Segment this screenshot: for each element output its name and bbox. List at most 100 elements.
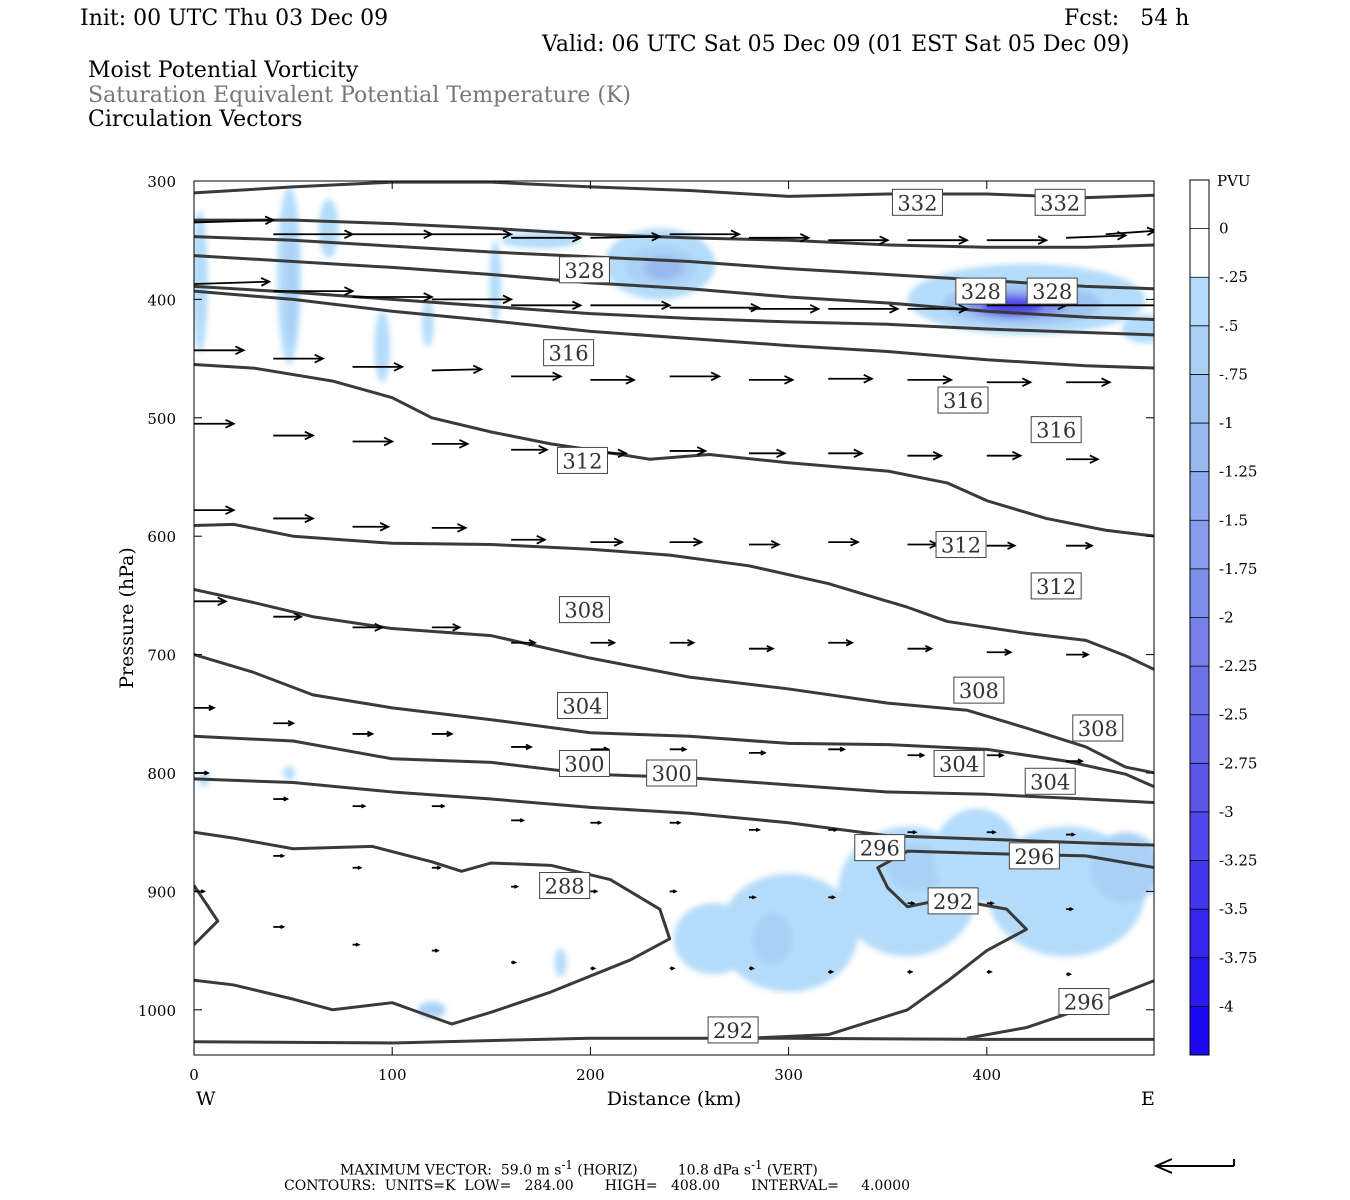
isentrope-0: [194, 181, 1154, 200]
colorbar-label-2: -.5: [1219, 317, 1238, 335]
svg-text:312: 312: [1036, 575, 1076, 599]
colorbar-label-13: -3.25: [1219, 852, 1257, 870]
isentrope-7: [194, 522, 1154, 672]
vector-27: [352, 362, 405, 372]
vector-28: [431, 364, 484, 375]
contour-labels: 332 332 328 328 328 316 316 316 312 312 312 308 308 3…: [539, 188, 1124, 1044]
isentrope-12: [194, 830, 672, 1026]
svg-text:296: 296: [1014, 845, 1054, 869]
svg-text:296: 296: [860, 837, 900, 861]
vector-48: [1066, 454, 1100, 464]
x-tick-label-0: 0: [189, 1066, 199, 1084]
circulation-vectors: [194, 215, 1154, 977]
pv-blob-18: [752, 912, 793, 965]
vector-8: [828, 235, 890, 245]
init-time: Init: 00 UTC Thu 03 Dec 09: [80, 6, 389, 31]
vector-39: [352, 436, 395, 447]
vector-37: [194, 418, 236, 429]
vector-80: [748, 750, 767, 756]
vector-47: [986, 450, 1023, 461]
vector-33: [828, 374, 874, 384]
colorbar-label-5: -1.25: [1219, 463, 1257, 481]
valid-time: Valid: 06 UTC Sat 05 Dec 09 (01 EST Sat …: [542, 32, 1130, 57]
x-tick-label-2: 200: [576, 1066, 605, 1084]
pv-blob-7: [501, 231, 581, 249]
vector-50: [273, 513, 315, 524]
vector-32: [748, 375, 795, 385]
svg-text:300: 300: [652, 762, 692, 786]
pv-blob-24: [554, 948, 567, 977]
vector-10: [986, 235, 1049, 245]
colorbar-band-5: [1190, 423, 1209, 473]
contour-label-2: 328: [558, 256, 610, 284]
vector-7: [748, 233, 811, 243]
vector-92: [748, 827, 761, 832]
vector-99: [431, 865, 442, 870]
colorbar-band-3: [1190, 325, 1209, 375]
vector-71: [986, 648, 1013, 656]
contour-label-7: 316: [1030, 416, 1082, 444]
contour-label-18: 300: [646, 759, 698, 787]
vector-103: [748, 895, 757, 900]
vector-115: [748, 966, 755, 971]
vector-63: [352, 622, 385, 632]
plot-frame: [193, 180, 1155, 1056]
vector-96: [1066, 832, 1077, 837]
vector-97: [273, 853, 286, 858]
colorbar-label-16: -4: [1219, 997, 1234, 1015]
vector-64: [431, 623, 462, 632]
vector-13: [194, 277, 272, 287]
y-tick-label-4: 700: [147, 647, 176, 665]
colorbar: PVU 0 -.25 -.5 -.75 -1 -1.25 -1.5 -1.75 -2 -2.25 -2…: [1189, 172, 1257, 1056]
y-tick-label-0: 300: [147, 173, 176, 191]
isentrope-13: [194, 884, 220, 946]
colorbar-band-17: [1190, 1006, 1209, 1056]
vector-57: [828, 537, 861, 547]
contour-label-6: 316: [937, 386, 989, 414]
vector-109: [273, 924, 286, 930]
svg-text:328: 328: [564, 259, 604, 283]
colorbar-label-10: -2.5: [1219, 706, 1248, 724]
vector-40: [431, 439, 470, 449]
svg-text:304: 304: [562, 695, 602, 719]
vector-30: [590, 375, 637, 385]
vector-67: [669, 639, 696, 647]
isentrope-1: [194, 218, 1154, 249]
vector-111: [431, 948, 440, 953]
vector-93: [828, 827, 839, 832]
colorbar-band-12: [1190, 763, 1209, 813]
vector-2: [352, 229, 434, 240]
vector-61: [194, 596, 228, 606]
y-tick-label-1: 400: [147, 291, 176, 309]
contour-label-9: 312: [935, 530, 987, 558]
vector-82: [907, 752, 926, 758]
svg-text:328: 328: [1032, 280, 1072, 304]
pv-shading: [194, 186, 1154, 1019]
vector-17: [511, 300, 583, 311]
vector-55: [669, 537, 704, 547]
vector-66: [590, 639, 617, 647]
field-title-vectors: Circulation Vectors: [88, 107, 303, 132]
colorbar-label-7: -1.75: [1219, 560, 1257, 578]
vector-94: [907, 830, 918, 835]
vector-51: [352, 522, 391, 532]
vector-53: [511, 535, 547, 545]
contour-label-24: 288: [539, 871, 591, 899]
colorbar-label-15: -3.75: [1219, 949, 1257, 967]
isentrope-8: [194, 588, 1154, 775]
vector-3: [431, 229, 514, 240]
svg-text:308: 308: [564, 599, 604, 623]
x-left-end-label: W: [196, 1088, 216, 1110]
contour-label-16: 304: [1024, 767, 1076, 795]
vector-19: [669, 302, 761, 313]
vector-118: [986, 969, 993, 975]
vector-6: [669, 229, 742, 240]
vector-87: [352, 803, 367, 809]
vector-35: [986, 377, 1033, 388]
vector-65: [511, 639, 537, 647]
isentrope-11: [194, 777, 1154, 847]
colorbar-label-9: -2.25: [1219, 657, 1257, 675]
contour-label-19: 296: [854, 834, 906, 862]
y-tick-label-3: 600: [147, 528, 176, 546]
contour-label-23: 292: [707, 1016, 759, 1044]
